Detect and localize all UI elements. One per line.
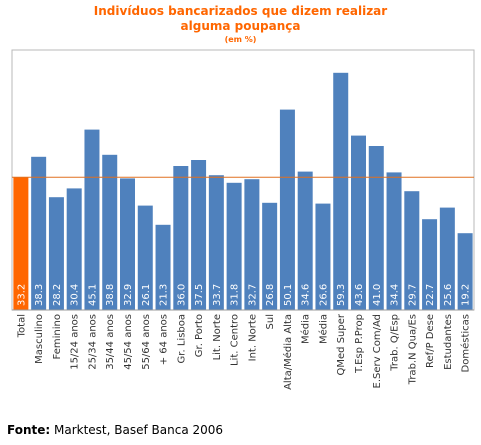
value-label-23: 22.7 [425, 284, 436, 306]
category-label-0: Total [16, 314, 27, 338]
value-label-4: 45.1 [87, 284, 98, 306]
category-label-3: 15/24 anos [70, 314, 81, 370]
bar-19 [351, 135, 366, 310]
value-label-17: 26.6 [318, 284, 329, 306]
bar-17 [315, 203, 331, 310]
bar-14 [262, 202, 278, 310]
bar-22 [404, 191, 420, 310]
category-label-13: Int. Norte [247, 314, 258, 361]
category-label-5: 35/44 anos [105, 314, 116, 370]
category-label-14: Sul [265, 314, 276, 329]
bar-chart: 33.2 Total 38.3 Masculino 28.2 Feminino 30.4 15… [11, 49, 475, 390]
value-label-9: 36.0 [176, 284, 187, 306]
bar-16 [297, 171, 313, 310]
value-label-20: 41.0 [372, 284, 383, 306]
source-text: Marktest, Basef Banca 2006 [54, 423, 224, 437]
bar-15 [279, 109, 295, 310]
bar-20 [368, 146, 384, 310]
category-label-20: E.Serv Com/Ad [372, 314, 383, 388]
value-label-10: 37.5 [194, 284, 205, 306]
source-note: Fonte: Marktest, Basef Banca 2006 [7, 423, 223, 437]
category-label-6: 45/54 anos [123, 314, 134, 370]
category-label-23: Ref/P Dese [425, 314, 436, 368]
category-label-9: Gr. Lisboa [176, 314, 187, 363]
value-label-25: 19.2 [461, 284, 472, 306]
bar-4 [84, 129, 100, 310]
source-label: Fonte: [7, 423, 51, 437]
bar-7 [137, 205, 153, 310]
value-label-24: 25.6 [443, 284, 454, 306]
value-label-5: 38.8 [105, 284, 116, 306]
value-label-13: 32.7 [247, 284, 258, 306]
chart-subtitle: (em %) [224, 35, 257, 44]
bar-21 [386, 172, 402, 310]
value-label-16: 34.6 [301, 284, 312, 306]
category-label-19: T.Esp P.Prop [354, 314, 365, 374]
category-label-25: Domésticas [460, 314, 472, 372]
chart-title-line2: alguma poupança [180, 19, 301, 33]
value-label-2: 28.2 [52, 284, 63, 306]
value-label-3: 30.4 [70, 284, 81, 306]
category-label-17: Média [317, 314, 329, 344]
value-label-12: 31.8 [230, 284, 241, 306]
category-label-22: Trab.N Qua/Es [407, 314, 418, 385]
bar-23 [422, 219, 438, 310]
bar-11 [208, 175, 224, 310]
bar-18 [333, 72, 349, 310]
bar-12 [226, 182, 242, 310]
bar-25 [457, 233, 473, 310]
value-label-7: 26.1 [141, 284, 152, 306]
bar-8 [155, 224, 171, 310]
category-label-12: Lit. Centro [230, 314, 241, 366]
category-label-10: Gr. Porto [194, 314, 205, 357]
value-label-6: 32.9 [123, 284, 134, 306]
bar-6 [120, 178, 135, 310]
category-label-18: QMed Super [336, 313, 347, 375]
category-label-15: Alta/Média Alta [282, 314, 294, 390]
value-label-15: 50.1 [283, 284, 294, 306]
value-label-21: 34.4 [390, 284, 401, 306]
category-label-11: Lit. Norte [212, 314, 223, 360]
bar-13 [244, 179, 260, 310]
value-label-14: 26.8 [265, 284, 276, 306]
chart-title: Indivíduos bancarizados que dizem realiz… [93, 4, 388, 18]
value-label-22: 29.7 [407, 284, 418, 306]
bar-24 [439, 207, 455, 310]
value-label-18: 59.3 [336, 284, 347, 306]
bar-1 [31, 156, 47, 310]
category-label-8: + 64 anos [159, 314, 170, 365]
bar-2 [48, 197, 64, 310]
category-label-1: Masculino [34, 314, 45, 364]
value-label-8: 21.3 [159, 284, 170, 306]
value-label-11: 33.7 [212, 284, 223, 306]
value-label-0: 33.2 [16, 284, 27, 306]
category-label-7: 55/64 anos [141, 314, 152, 370]
bar-9 [173, 166, 189, 310]
category-label-16: Média [300, 314, 312, 344]
category-label-24: Estudantes [443, 314, 454, 370]
bar-0 [13, 177, 29, 310]
value-label-1: 38.3 [34, 284, 45, 306]
bar-3 [66, 188, 82, 310]
category-label-21: Trab. Q/Esp [390, 314, 401, 372]
category-label-4: 25/34 anos [87, 314, 98, 370]
bar-5 [102, 154, 118, 310]
value-label-19: 43.6 [354, 284, 365, 306]
bar-10 [191, 160, 207, 310]
category-label-2: Feminino [52, 314, 63, 359]
